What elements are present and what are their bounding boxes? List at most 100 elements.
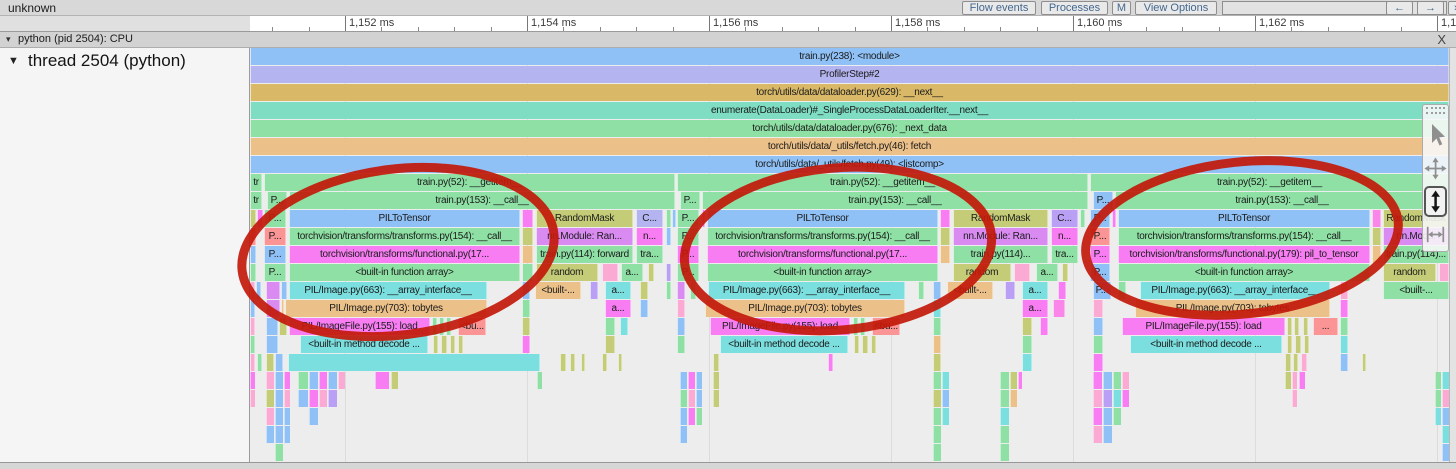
flame-segment[interactable] (250, 264, 256, 281)
flame-segment[interactable]: PILToTensor (289, 210, 520, 227)
flame-segment[interactable] (256, 282, 261, 299)
flame-segment[interactable] (602, 264, 618, 281)
flame-segment[interactable]: <built-... (535, 282, 581, 299)
flame-segment[interactable] (1113, 372, 1121, 389)
flame-segment[interactable] (1294, 318, 1299, 335)
flame-segment[interactable] (688, 408, 695, 425)
flame-segment[interactable] (602, 354, 607, 371)
flame-segment[interactable] (860, 318, 865, 335)
flame-segment[interactable] (328, 372, 337, 389)
flame-segment[interactable] (688, 372, 695, 389)
flame-segment[interactable] (284, 426, 290, 443)
selection-tool-button[interactable] (1423, 119, 1448, 152)
flame-segment[interactable]: torchvision/transforms/transforms.py(154… (707, 228, 938, 245)
flame-segment[interactable] (620, 318, 628, 335)
zoom-tool-button[interactable] (1423, 185, 1448, 218)
flame-segment[interactable] (250, 390, 255, 407)
flame-segment[interactable] (328, 390, 337, 407)
flame-segment[interactable] (672, 210, 676, 227)
flame-segment[interactable] (933, 300, 941, 317)
flame-segment[interactable]: n... (636, 228, 663, 245)
flame-segment[interactable] (1000, 372, 1009, 389)
flame-segment[interactable] (940, 210, 950, 227)
flame-segment[interactable] (275, 390, 283, 407)
flame-segment[interactable] (522, 282, 530, 299)
flame-segment[interactable] (1340, 318, 1348, 335)
flame-segment[interactable] (1005, 282, 1015, 299)
flame-segment[interactable] (275, 372, 283, 389)
flame-segment[interactable]: torchvision/transforms/transforms.py(154… (1118, 228, 1370, 245)
flame-segment[interactable] (677, 282, 685, 299)
flame-segment[interactable] (1093, 318, 1103, 335)
flame-segment[interactable]: RandomMask (953, 210, 1048, 227)
flame-segment[interactable] (537, 372, 542, 389)
flame-segment[interactable] (1293, 354, 1298, 371)
thread-row[interactable]: ▼ thread 2504 (python) (0, 50, 249, 74)
flame-segment[interactable] (854, 336, 859, 353)
pan-tool-button[interactable] (1423, 152, 1448, 185)
flame-segment[interactable] (1000, 444, 1009, 461)
flame-segment[interactable] (933, 390, 941, 407)
flame-segment[interactable] (1018, 372, 1022, 389)
flame-segment[interactable] (266, 318, 278, 335)
flame-segment[interactable]: train.py(114)... (953, 246, 1048, 263)
flame-segment[interactable] (375, 372, 389, 389)
flame-segment[interactable]: PIL/Image.py(703): tobytes (1135, 300, 1330, 317)
flame-segment[interactable]: P... (264, 210, 286, 227)
flame-segment[interactable]: train.py(238): <module> (250, 48, 1449, 65)
flame-segment[interactable]: P... (264, 246, 286, 263)
flow-events-button[interactable]: Flow events (962, 1, 1036, 15)
flame-segment[interactable] (640, 282, 648, 299)
flame-segment[interactable] (284, 390, 290, 407)
flame-segment[interactable] (275, 426, 283, 443)
processes-button[interactable]: Processes (1041, 1, 1108, 15)
flame-segment[interactable] (1287, 336, 1292, 353)
flame-segment[interactable] (1014, 264, 1030, 281)
flame-segment[interactable] (266, 372, 274, 389)
flame-segment[interactable]: a... (1022, 300, 1048, 317)
flame-segment[interactable] (713, 354, 719, 371)
flame-segment[interactable] (933, 354, 941, 371)
flame-segment[interactable] (1442, 390, 1449, 407)
flame-segment[interactable] (666, 282, 671, 299)
flame-segment[interactable]: P... (677, 210, 699, 227)
flame-segment[interactable] (1299, 372, 1305, 389)
flame-segment[interactable] (1435, 372, 1441, 389)
flame-segment[interactable] (1442, 372, 1449, 389)
flame-segment[interactable] (1362, 354, 1366, 371)
flame-segment[interactable] (696, 408, 702, 425)
flame-segment[interactable] (618, 354, 622, 371)
flame-segment[interactable]: RandomMask (536, 210, 633, 227)
flame-segment[interactable] (942, 372, 949, 389)
flame-segment[interactable] (1439, 264, 1449, 281)
flame-segment[interactable] (1103, 372, 1112, 389)
flame-segment[interactable]: n... (1051, 228, 1078, 245)
flame-segment[interactable] (281, 282, 287, 299)
close-icon[interactable]: X (1437, 32, 1446, 47)
flame-segment[interactable] (458, 336, 463, 353)
flame-segment[interactable] (391, 372, 398, 389)
flame-segment[interactable]: PIL/Image.py(703): tobytes (285, 300, 487, 317)
flame-segment[interactable] (1292, 372, 1297, 389)
flame-segment[interactable] (1103, 426, 1112, 443)
flame-segment[interactable] (933, 408, 941, 425)
flame-segment[interactable]: train.py(153): __call__ (1115, 192, 1449, 209)
flame-segment[interactable]: P... (267, 192, 287, 209)
flame-segment[interactable] (1372, 210, 1381, 227)
flame-segment[interactable] (1080, 210, 1085, 227)
flame-segment[interactable] (250, 336, 255, 353)
flame-segment[interactable] (250, 246, 256, 263)
flame-segment[interactable] (1010, 390, 1017, 407)
flame-segment[interactable] (522, 246, 533, 263)
flame-segment[interactable] (677, 300, 685, 317)
flame-segment[interactable] (713, 390, 719, 407)
flame-segment[interactable] (696, 390, 702, 407)
flame-segment[interactable]: a... (1036, 264, 1058, 281)
flame-segment[interactable] (1053, 300, 1065, 317)
flame-segment[interactable] (933, 282, 941, 299)
flame-segment[interactable] (1093, 426, 1102, 443)
flame-segment[interactable] (933, 372, 941, 389)
process-header[interactable]: ▾ python (pid 2504): CPU X (0, 32, 1456, 48)
flame-segment[interactable] (266, 282, 280, 299)
flame-segment[interactable] (940, 228, 950, 245)
